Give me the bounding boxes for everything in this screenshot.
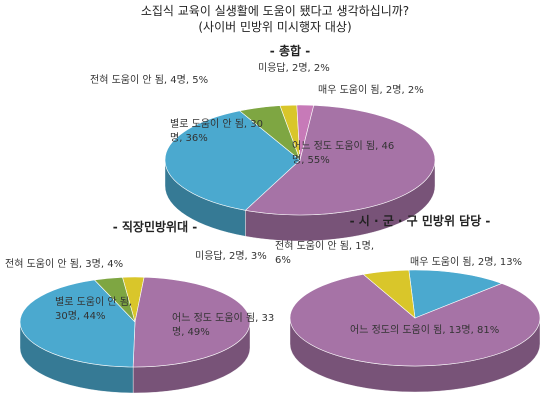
pie-slice xyxy=(244,104,436,216)
data-label: 별로 도움이 안 됨, 30명, 36% xyxy=(170,119,264,144)
data-label: 어느 정도의 도움이 됨, 13명, 81% xyxy=(350,325,500,336)
pie-slice xyxy=(19,279,136,368)
data-label: 전혀 도움이 안 됨, 3명, 4% xyxy=(5,259,124,270)
data-label: 매우 도움이 됨, 2명, 2% xyxy=(318,85,424,96)
subtitle: (사이버 민방위 미시행자 대상) xyxy=(198,20,352,34)
pie-title: - 총합 - xyxy=(269,44,311,58)
title: 소집식 교육이 실생활에 도움이 됐다고 생각하십니까? xyxy=(140,4,410,18)
pie-title: - 직장민방위대 - xyxy=(112,220,198,234)
pie-slice xyxy=(289,273,541,367)
pie-slice xyxy=(362,269,416,319)
pie-slice xyxy=(408,269,503,319)
data-label: 매우 도움이 됨, 2명, 13% xyxy=(410,257,523,268)
pie-slice xyxy=(93,276,136,323)
data-label: 전혀 도움이 안 됨, 4명, 5% xyxy=(90,75,209,86)
data-label: 미응답, 2명, 2% xyxy=(258,63,330,74)
data-label: 별로 도움이 안 됨, 30명, 44% xyxy=(55,297,133,322)
pie-title: - 시 · 군 · 구 민방위 담당 - xyxy=(349,214,491,228)
pie-slice xyxy=(132,276,251,368)
data-label: 미응답, 2명, 3% xyxy=(195,251,267,262)
data-label: 전혀 도움이 안 됨, 1명, 6% xyxy=(275,241,375,266)
data-label: 어느 정도 도움이 됨, 33명, 49% xyxy=(172,313,275,338)
data-label: 어느 정도 도움이 됨, 46명, 55% xyxy=(292,141,395,166)
pie-slice xyxy=(164,110,301,211)
pie-slice xyxy=(238,105,301,161)
